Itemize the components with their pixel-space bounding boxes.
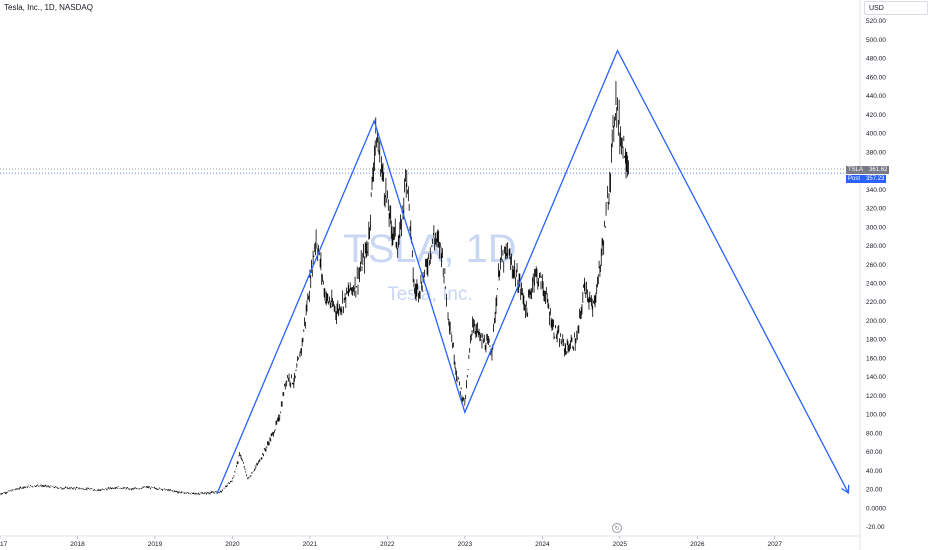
y-tick-label: 220.00 — [866, 299, 886, 306]
y-tick-label: -20.00 — [866, 524, 885, 531]
x-tick-label: 2018 — [70, 541, 85, 548]
y-tick-label: 60.00 — [866, 449, 883, 456]
x-tick-label: 2025 — [613, 541, 628, 548]
y-tick-label: 0.0000 — [866, 505, 886, 512]
post-market-value: 357.23 — [866, 176, 885, 182]
plot-area — [0, 49, 860, 495]
x-tick-label: 2026 — [690, 541, 705, 548]
price-axis[interactable]: -20.00 0.0000 20.00 40.00 60.00 80.00 100.00 12… — [866, 18, 886, 531]
x-tick-label: 2021 — [303, 541, 318, 548]
y-tick-label: 520.00 — [866, 18, 886, 25]
y-tick-label: 280.00 — [866, 243, 886, 250]
y-tick-label: 20.00 — [866, 487, 883, 494]
y-tick-label: 200.00 — [866, 318, 886, 325]
x-tick-label: 2020 — [225, 541, 240, 548]
y-tick-label: 400.00 — [866, 131, 886, 138]
x-tick-label: 2024 — [535, 541, 550, 548]
currency-selector[interactable]: USD — [864, 1, 928, 15]
pattern-line — [216, 49, 849, 495]
post-market-label: Post 357.23 — [846, 175, 887, 183]
post-market-tag: Post — [848, 176, 861, 182]
x-tick-label: 2023 — [458, 541, 473, 548]
time-axis[interactable]: 17 2018 2019 2020 2021 2022 2023 2024 2025 2026 20… — [0, 536, 782, 548]
watermark-name: Tesla, Inc. — [387, 284, 473, 305]
last-price-value: 361.62 — [869, 167, 888, 173]
x-tick-label: 2022 — [380, 541, 395, 548]
y-tick-label: 80.00 — [866, 430, 883, 437]
y-tick-label: 380.00 — [866, 149, 886, 156]
y-tick-label: 420.00 — [866, 112, 886, 119]
arrow-head — [841, 484, 850, 495]
y-tick-label: 500.00 — [866, 37, 886, 44]
y-tick-label: 40.00 — [866, 468, 883, 475]
y-tick-label: 260.00 — [866, 262, 886, 269]
y-tick-label: 240.00 — [866, 280, 886, 287]
symbol-title[interactable]: Tesla, Inc., 1D, NASDAQ — [4, 3, 93, 12]
y-tick-label: 440.00 — [866, 93, 886, 100]
y-tick-label: 100.00 — [866, 412, 886, 419]
last-price-ticker: TSLA — [848, 167, 864, 173]
y-tick-label: 160.00 — [866, 355, 886, 362]
x-tick-label: 17 — [0, 541, 8, 548]
y-tick-label: 460.00 — [866, 74, 886, 81]
y-tick-label: 320.00 — [866, 206, 886, 213]
y-tick-label: 120.00 — [866, 393, 886, 400]
y-tick-label: 480.00 — [866, 56, 886, 63]
x-tick-label: 2019 — [148, 541, 163, 548]
last-price-label: TSLA 361.62 — [846, 166, 890, 174]
y-tick-label: 180.00 — [866, 337, 886, 344]
y-tick-label: 140.00 — [866, 374, 886, 381]
globe-icon[interactable]: ↻ — [612, 523, 622, 533]
y-tick-label: 300.00 — [866, 224, 886, 231]
y-tick-label: 340.00 — [866, 187, 886, 194]
x-tick-label: 2027 — [768, 541, 783, 548]
